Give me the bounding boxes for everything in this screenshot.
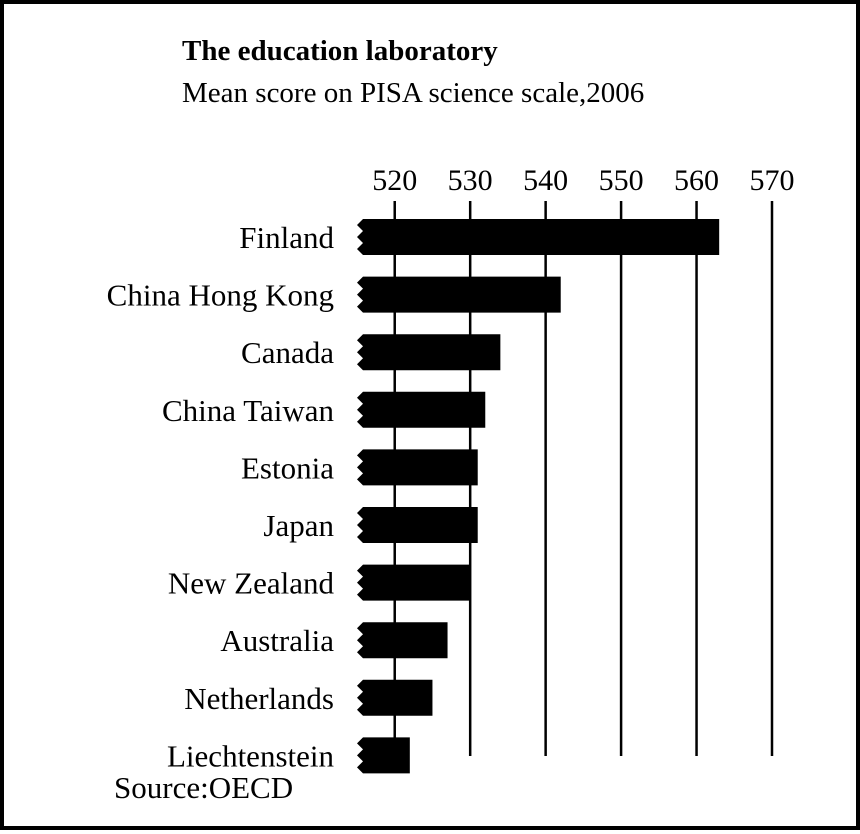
bars: [357, 219, 720, 774]
x-tick-label-550: 550: [599, 164, 644, 197]
category-label-estonia: Estonia: [241, 450, 334, 485]
category-label-china-hong-kong: China Hong Kong: [107, 278, 334, 313]
source-note: Source:OECD: [114, 770, 293, 805]
x-axis-ticks: 520 530 540 550 560 570: [372, 164, 794, 197]
bar-china-hong-kong: [357, 276, 561, 313]
x-tick-label-520: 520: [372, 164, 417, 197]
bar-finland: [357, 219, 720, 255]
bar-canada: [357, 334, 501, 371]
x-tick-label-540: 540: [523, 164, 568, 197]
bar-liechtenstein: [357, 737, 410, 774]
category-label-liechtenstein: Liechtenstein: [167, 738, 334, 773]
x-tick-label-560: 560: [674, 164, 719, 197]
bar-netherlands: [357, 679, 433, 716]
category-label-canada: Canada: [241, 335, 334, 370]
category-label-japan: Japan: [263, 508, 334, 543]
bar-japan: [357, 507, 478, 543]
x-tick-label-530: 530: [448, 164, 493, 197]
bar-estonia: [357, 449, 478, 486]
bar-china-taiwan: [357, 391, 486, 428]
category-labels: Finland China Hong Kong Canada China Taiwan…: [107, 220, 335, 773]
category-label-australia: Australia: [220, 623, 334, 658]
bar-new-zealand: [357, 564, 471, 601]
x-tick-label-570: 570: [750, 164, 795, 197]
category-label-netherlands: Netherlands: [184, 681, 334, 716]
chart-title: The education laboratory: [182, 35, 498, 67]
bar-australia: [357, 622, 448, 659]
category-label-finland: Finland: [239, 220, 334, 255]
bar-chart: The education laboratory Mean score on P…: [107, 35, 795, 805]
chart-subtitle: Mean score on PISA science scale,2006: [182, 77, 644, 109]
category-label-china-taiwan: China Taiwan: [162, 393, 335, 428]
category-label-new-zealand: New Zealand: [168, 566, 335, 601]
